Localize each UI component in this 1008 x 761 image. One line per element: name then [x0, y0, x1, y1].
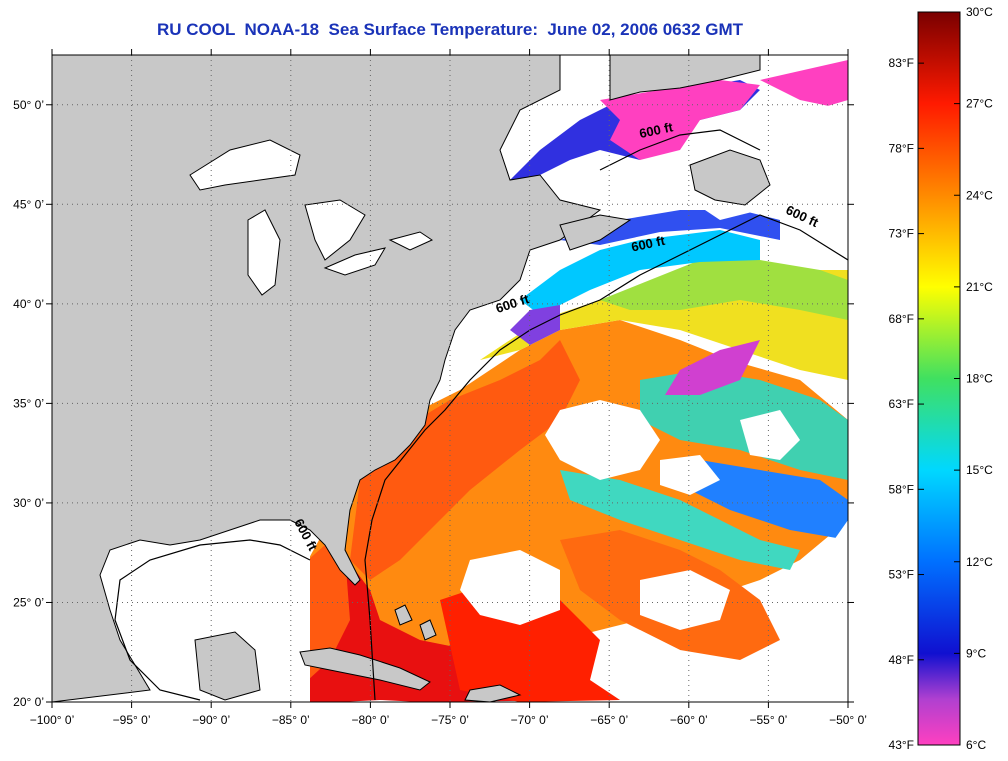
lat-tick-label: 45° 0’	[13, 197, 44, 211]
lat-tick-label: 35° 0’	[13, 396, 44, 410]
lon-tick-label: −70° 0’	[511, 713, 549, 727]
lon-tick-label: −75° 0’	[431, 713, 469, 727]
great-lakes	[189, 139, 434, 296]
contour-label: 600 ft	[630, 233, 667, 255]
lat-tick-label: 40° 0’	[13, 297, 44, 311]
lon-tick-label: −50° 0’	[829, 713, 867, 727]
lon-tick-label: −80° 0’	[351, 713, 389, 727]
longitude-labels: −100° 0’ −95° 0’ −90° 0’ −85° 0’ −80° 0’ −75°…	[30, 713, 867, 727]
lat-tick-label: 50° 0’	[13, 98, 44, 112]
lon-tick-label: −60° 0’	[670, 713, 708, 727]
lat-tick-label: 20° 0’	[13, 695, 44, 709]
sst-field	[308, 60, 848, 702]
lon-tick-label: −55° 0’	[749, 713, 787, 727]
lon-tick-label: −85° 0’	[272, 713, 310, 727]
lat-tick-label: 25° 0’	[13, 595, 44, 609]
lon-tick-label: −90° 0’	[192, 713, 230, 727]
600ft-contours	[114, 129, 848, 701]
map-title: RU COOL NOAA-18 Sea Surface Temperature:…	[156, 20, 744, 39]
axis-ticks	[46, 49, 854, 708]
lon-tick-label: −65° 0’	[590, 713, 628, 727]
lat-tick-label: 30° 0’	[13, 496, 44, 510]
land	[52, 55, 771, 702]
lon-tick-label: −100° 0’	[30, 713, 75, 727]
lon-tick-label: −95° 0’	[113, 713, 151, 727]
contour-label: 600 ft	[638, 119, 675, 141]
latitude-labels: 20° 0’ 25° 0’ 30° 0’ 35° 0’ 40° 0’ 45° 0’ 50° …	[13, 98, 44, 709]
